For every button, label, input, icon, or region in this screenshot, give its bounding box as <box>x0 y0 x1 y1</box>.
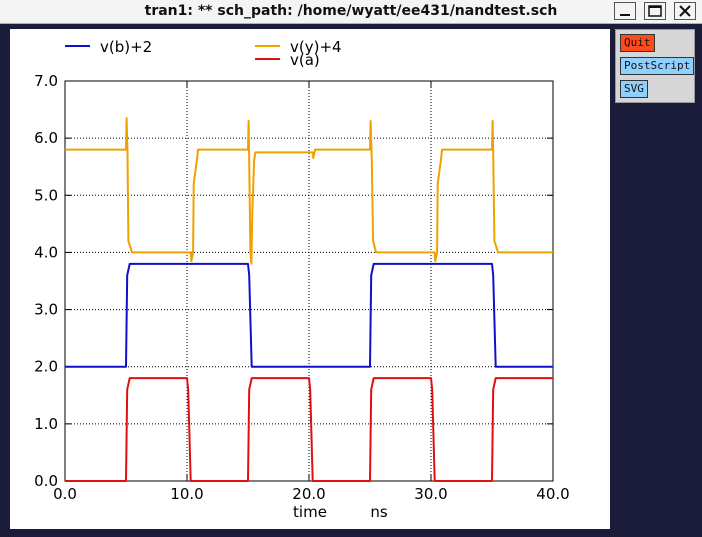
y-tick-label: 6.0 <box>34 129 58 147</box>
maximize-icon <box>648 5 662 17</box>
x-tick-label: 0.0 <box>53 485 77 503</box>
postscript-button[interactable]: PostScript <box>620 57 695 75</box>
plot-frame <box>64 80 554 482</box>
legend-label: v(y)+4 <box>290 38 342 56</box>
plot-area: 0.0 1.0 2.0 3.0 4.0 5.0 6.0 7.0 0.0 10.0 20.0 30.0 4… <box>10 29 610 529</box>
close-icon <box>679 5 691 17</box>
y-tick-label: 4.0 <box>34 243 58 261</box>
minimize-icon <box>620 14 630 16</box>
minimize-button[interactable] <box>614 2 636 20</box>
y-tick-label: 3.0 <box>34 301 58 319</box>
sidebar-panel: Quit PostScript SVG <box>615 29 695 103</box>
y-tick-label: 5.0 <box>34 186 58 204</box>
x-axis-label: time <box>293 503 327 521</box>
series-line-3 <box>65 377 553 482</box>
window-title: tran1: ** sch_path: /home/wyatt/ee431/na… <box>144 3 558 19</box>
y-tick-label: 2.0 <box>34 358 58 376</box>
close-button[interactable] <box>674 2 696 20</box>
x-axis-unit: ns <box>370 503 388 521</box>
quit-button[interactable]: Quit <box>620 34 655 52</box>
waveform-chart: 0.0 1.0 2.0 3.0 4.0 5.0 6.0 7.0 0.0 10.0 20.0 30.0 4… <box>34 38 570 521</box>
series-line-1 <box>65 262 553 368</box>
x-tick-label: 30.0 <box>414 485 447 503</box>
legend-label: v(b)+2 <box>100 38 152 56</box>
x-tick-label: 40.0 <box>536 485 569 503</box>
series-line-2 <box>65 117 553 265</box>
x-tick-label: 10.0 <box>170 485 203 503</box>
title-bar: tran1: ** sch_path: /home/wyatt/ee431/na… <box>0 0 702 24</box>
y-tick-label: 7.0 <box>34 72 58 90</box>
svg-button[interactable]: SVG <box>620 80 648 98</box>
y-tick-label: 0.0 <box>34 472 58 490</box>
y-tick-label: 1.0 <box>34 415 58 433</box>
maximize-button[interactable] <box>644 2 666 20</box>
x-tick-label: 20.0 <box>292 485 325 503</box>
legend-label: v(a) <box>290 51 320 69</box>
